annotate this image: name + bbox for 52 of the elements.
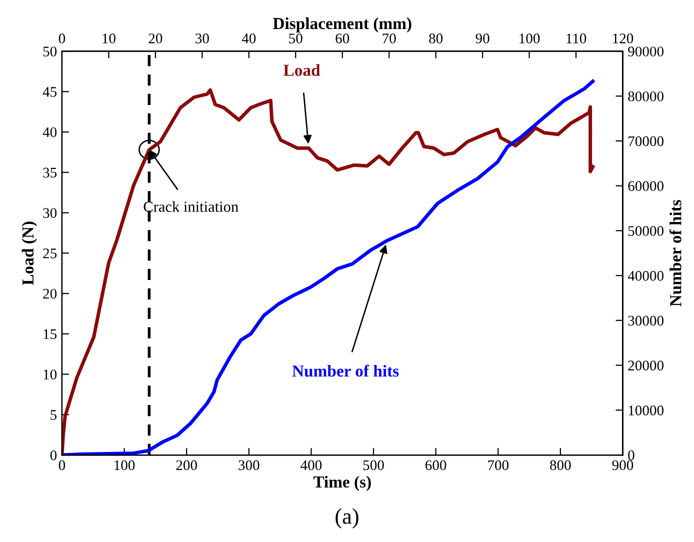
y2-tick-label: 10000 bbox=[628, 406, 664, 416]
x-tick-label: 100 bbox=[114, 460, 135, 470]
x2-tick-label: 70 bbox=[382, 34, 396, 44]
y2-tick-label: 20000 bbox=[628, 360, 664, 370]
text: Number of hits bbox=[292, 364, 399, 377]
x2-axis-title: Displacement (mm) bbox=[272, 17, 412, 33]
x-tick-label: 700 bbox=[488, 460, 508, 470]
y2-tick-label: 50000 bbox=[628, 226, 664, 236]
x-tick-label: 500 bbox=[363, 460, 384, 470]
x-tick-label: 400 bbox=[300, 460, 322, 470]
y-tick-label: 40 bbox=[42, 127, 57, 138]
y-tick-label: 30 bbox=[43, 208, 57, 218]
y2-tick-label: 70000 bbox=[628, 136, 664, 146]
y2-tick-label: 90000 bbox=[628, 46, 664, 56]
x2-tick-label: 100 bbox=[520, 34, 540, 44]
x2-tick-label: 80 bbox=[429, 34, 443, 44]
x2-tick-label: 20 bbox=[148, 34, 162, 44]
x-tick-label: 900 bbox=[612, 460, 634, 470]
y2-tick-label: 0 bbox=[628, 450, 634, 460]
x2-tick-label: 40 bbox=[242, 34, 256, 44]
x-tick-label: 300 bbox=[238, 460, 260, 470]
y-tick-label: 0 bbox=[50, 450, 57, 460]
x2-tick-label: 120 bbox=[613, 34, 634, 44]
y-axis-title: Load (N) bbox=[22, 222, 37, 286]
x-tick-label: 200 bbox=[176, 460, 197, 470]
y-tick-label: 5 bbox=[50, 410, 57, 420]
y-tick-label: 20 bbox=[43, 288, 57, 299]
y-tick-label: 45 bbox=[42, 87, 57, 97]
annotation: Crack initiation bbox=[144, 201, 238, 212]
y2-tick-label: 80000 bbox=[628, 91, 664, 102]
x-tick-label: 800 bbox=[550, 460, 571, 470]
text: (a) bbox=[336, 508, 358, 528]
series-label: Load bbox=[284, 64, 320, 76]
y-tick-label: 50 bbox=[43, 46, 57, 56]
y-tick-label: 15 bbox=[44, 329, 57, 340]
x2-tick-label: 30 bbox=[196, 34, 209, 44]
y-tick-label: 35 bbox=[43, 168, 57, 178]
x-axis-title: Time (s) bbox=[313, 476, 371, 491]
x2-tick-label: 110 bbox=[566, 34, 586, 44]
x2-tick-label: 60 bbox=[336, 34, 350, 44]
x2-tick-label: 0 bbox=[58, 34, 66, 44]
y2-tick-label: 30000 bbox=[628, 316, 664, 326]
y-tick-label: 25 bbox=[43, 248, 57, 258]
x2-tick-label: 90 bbox=[476, 34, 490, 44]
x-tick-label: 600 bbox=[426, 460, 446, 470]
x-tick-label: 0 bbox=[58, 460, 66, 470]
x2-tick-label: 10 bbox=[102, 34, 116, 44]
y-tick-label: 10 bbox=[44, 370, 57, 380]
x2-tick-label: 50 bbox=[289, 34, 302, 44]
y2-axis-title: Number of hits bbox=[669, 200, 682, 306]
y2-tick-label: 40000 bbox=[628, 270, 664, 281]
y2-tick-label: 60000 bbox=[628, 181, 664, 192]
